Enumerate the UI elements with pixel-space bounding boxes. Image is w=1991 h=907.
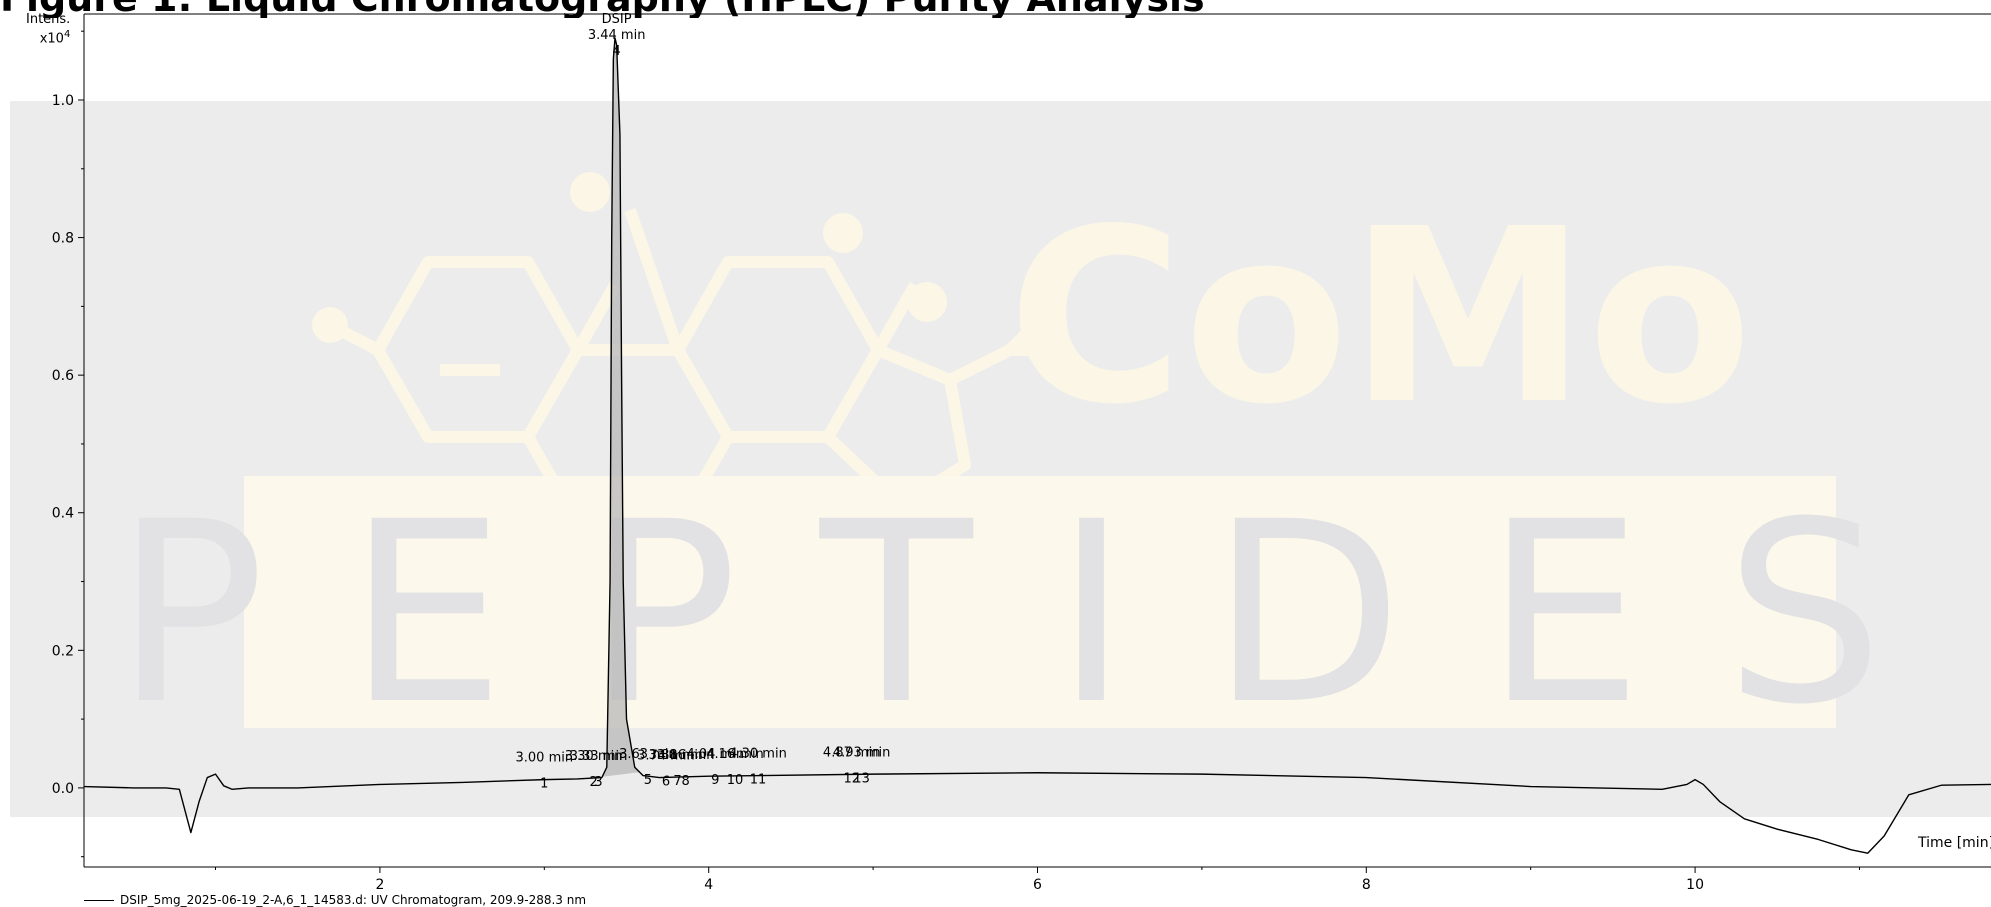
peak-name-label: DSIP [602, 12, 632, 27]
peak-time-label: 3.44 min [588, 28, 646, 43]
peak-number-label: 7 [673, 774, 681, 789]
peak-number-label: 9 [711, 773, 719, 788]
peak-time-label: 3.63 min [619, 747, 677, 762]
x-tick-label: 6 [1033, 877, 1042, 893]
x-tick-label: 8 [1362, 877, 1371, 893]
legend-swatch [84, 900, 114, 901]
y-tick-label: 0.0 [52, 781, 74, 797]
peak-time-label: 3.00 min [516, 751, 574, 766]
peak-area [590, 38, 640, 779]
peak-number-label: 10 [727, 773, 744, 788]
axes: 0.00.20.40.60.81.02 4 6 8 10 [52, 13, 1991, 893]
peak-time-label: 4.16 min [706, 747, 764, 762]
x-axis-label: Time [min] [1918, 835, 1991, 851]
y-tick-label: 0.2 [52, 643, 74, 659]
peak-number-label: 8 [682, 774, 690, 789]
peak-number-label: 4 [613, 44, 621, 59]
legend-entry: DSIP_5mg_2025-06-19_2-A,6_1_14583.d: UV … [120, 893, 587, 907]
peak-number-label: 1 [540, 777, 548, 792]
peak-time-label: 4.04 min [686, 747, 744, 762]
peak-number-label: 5 [644, 773, 652, 788]
peak-time-label: 3.74 min [637, 748, 695, 763]
trace-layer [83, 37, 1991, 854]
peak-number-label: 6 [662, 774, 670, 789]
molecule-logo [312, 172, 1065, 530]
x-tick-label: 10 [1686, 877, 1704, 893]
peak-time-label: 3.86 min [657, 748, 715, 763]
peak-time-label: 4.87 min [823, 745, 881, 760]
peak-time-label: 3.30 min [565, 749, 623, 764]
peak-number-label: 3 [594, 775, 602, 790]
x-tick-label: 4 [704, 877, 713, 893]
y-tick-label: 1.0 [52, 93, 74, 109]
legend: DSIP_5mg_2025-06-19_2-A,6_1_14583.d: UV … [84, 894, 586, 907]
y-axis-multiplier: x104 [39, 29, 71, 47]
watermark-word: PEPTIDES [114, 468, 1965, 759]
peak-time-label: 4.30 min [729, 747, 787, 762]
watermark-brand: CoMo [1008, 177, 1753, 457]
peak-time-label: 3.33 min [570, 749, 628, 764]
watermark-word-box [244, 476, 1836, 728]
y-tick-label: 0.8 [52, 231, 74, 247]
x-tick-label: 2 [375, 877, 384, 893]
peak-time-label: 4.93 min [833, 745, 891, 760]
peak-number-label: 13 [853, 771, 870, 786]
y-axis-label: Intens. x104 [26, 12, 70, 46]
peak-time-label: 3.81 min [649, 748, 707, 763]
y-tick-label: 0.4 [52, 506, 74, 522]
peak-fill-layer [590, 38, 640, 779]
y-axis-title: Intens. [26, 12, 71, 27]
watermark: CoMo PEPTIDES [10, 101, 1991, 817]
peak-number-label: 2 [589, 775, 597, 790]
peak-number-label: 11 [750, 773, 767, 788]
peak-number-label: 12 [843, 771, 860, 786]
chromatogram-trace [83, 37, 1991, 854]
y-tick-label: 0.6 [52, 368, 74, 384]
